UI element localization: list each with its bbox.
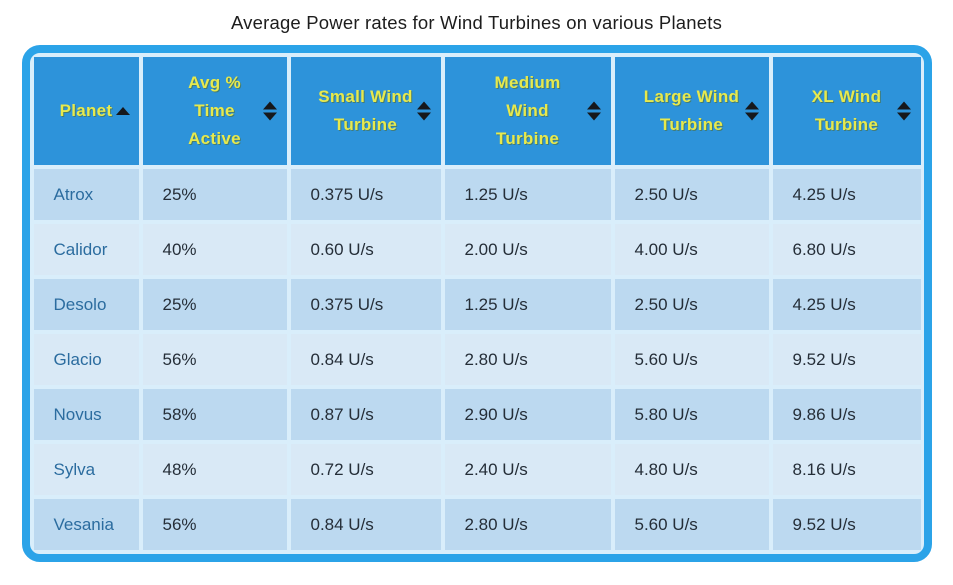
avg-time-cell: 25% <box>142 169 287 220</box>
column-header-label: Avg % Time Active <box>188 73 241 148</box>
table-row-novus: Novus 58% 0.87 U/s 2.90 U/s 5.80 U/s 9.8… <box>33 389 921 440</box>
medium-turbine-cell: 1.25 U/s <box>444 279 611 330</box>
large-turbine-cell: 4.00 U/s <box>614 224 769 275</box>
avg-time-cell: 56% <box>142 334 287 385</box>
sort-both-icon <box>896 101 911 121</box>
header-row: Planet Avg % Time Active Small Wind Turb… <box>33 57 921 165</box>
avg-time-cell: 25% <box>142 279 287 330</box>
sort-both-icon <box>744 101 759 121</box>
medium-turbine-cell: 1.25 U/s <box>444 169 611 220</box>
column-header-small-wind-turbine[interactable]: Small Wind Turbine <box>290 57 441 165</box>
column-header-medium-wind-turbine[interactable]: Medium Wind Turbine <box>444 57 611 165</box>
xl-turbine-cell: 8.16 U/s <box>772 444 921 495</box>
column-header-label: XL Wind Turbine <box>811 87 882 134</box>
column-header-label: Planet <box>59 101 113 120</box>
sort-both-icon <box>586 101 601 121</box>
medium-turbine-cell: 2.40 U/s <box>444 444 611 495</box>
table-row-calidor: Calidor 40% 0.60 U/s 2.00 U/s 4.00 U/s 6… <box>33 224 921 275</box>
column-header-label: Large Wind Turbine <box>643 87 740 134</box>
planet-cell: Glacio <box>33 334 139 385</box>
medium-turbine-cell: 2.00 U/s <box>444 224 611 275</box>
large-turbine-cell: 5.60 U/s <box>614 499 769 550</box>
small-turbine-cell: 0.84 U/s <box>290 334 441 385</box>
planet-link[interactable]: Vesania <box>53 514 115 534</box>
power-table: Planet Avg % Time Active Small Wind Turb… <box>30 53 924 554</box>
large-turbine-cell: 5.80 U/s <box>614 389 769 440</box>
sort-both-icon <box>262 101 277 121</box>
planet-cell: Atrox <box>33 169 139 220</box>
power-table-container: Planet Avg % Time Active Small Wind Turb… <box>21 45 932 562</box>
table-row-sylva: Sylva 48% 0.72 U/s 2.40 U/s 4.80 U/s 8.1… <box>33 444 921 495</box>
small-turbine-cell: 0.375 U/s <box>290 169 441 220</box>
planet-cell: Vesania <box>33 499 139 550</box>
xl-turbine-cell: 6.80 U/s <box>772 224 921 275</box>
planet-cell: Novus <box>33 389 139 440</box>
avg-time-cell: 58% <box>142 389 287 440</box>
column-header-xl-wind-turbine[interactable]: XL Wind Turbine <box>772 57 921 165</box>
small-turbine-cell: 0.60 U/s <box>290 224 441 275</box>
xl-turbine-cell: 4.25 U/s <box>772 279 921 330</box>
sort-ascending-icon <box>115 107 130 115</box>
planet-link[interactable]: Glacio <box>53 349 102 369</box>
column-header-label: Small Wind Turbine <box>318 87 413 134</box>
medium-turbine-cell: 2.90 U/s <box>444 389 611 440</box>
column-header-planet[interactable]: Planet <box>33 57 139 165</box>
small-turbine-cell: 0.72 U/s <box>290 444 441 495</box>
xl-turbine-cell: 9.86 U/s <box>772 389 921 440</box>
avg-time-cell: 40% <box>142 224 287 275</box>
sort-both-icon <box>416 101 431 121</box>
large-turbine-cell: 4.80 U/s <box>614 444 769 495</box>
table-row-glacio: Glacio 56% 0.84 U/s 2.80 U/s 5.60 U/s 9.… <box>33 334 921 385</box>
medium-turbine-cell: 2.80 U/s <box>444 499 611 550</box>
page-title: Average Power rates for Wind Turbines on… <box>230 12 723 33</box>
xl-turbine-cell: 4.25 U/s <box>772 169 921 220</box>
planet-cell: Calidor <box>33 224 139 275</box>
planet-link[interactable]: Sylva <box>53 459 96 479</box>
small-turbine-cell: 0.84 U/s <box>290 499 441 550</box>
small-turbine-cell: 0.375 U/s <box>290 279 441 330</box>
medium-turbine-cell: 2.80 U/s <box>444 334 611 385</box>
planet-cell: Desolo <box>33 279 139 330</box>
xl-turbine-cell: 9.52 U/s <box>772 334 921 385</box>
planet-link[interactable]: Novus <box>53 404 102 424</box>
avg-time-cell: 48% <box>142 444 287 495</box>
table-row-desolo: Desolo 25% 0.375 U/s 1.25 U/s 2.50 U/s 4… <box>33 279 921 330</box>
column-header-large-wind-turbine[interactable]: Large Wind Turbine <box>614 57 769 165</box>
small-turbine-cell: 0.87 U/s <box>290 389 441 440</box>
planet-link[interactable]: Desolo <box>53 294 107 314</box>
column-header-label: Medium Wind Turbine <box>494 73 561 148</box>
table-row-vesania: Vesania 56% 0.84 U/s 2.80 U/s 5.60 U/s 9… <box>33 499 921 550</box>
table-row-atrox: Atrox 25% 0.375 U/s 1.25 U/s 2.50 U/s 4.… <box>33 169 921 220</box>
avg-time-cell: 56% <box>142 499 287 550</box>
planet-link[interactable]: Atrox <box>53 184 94 204</box>
large-turbine-cell: 5.60 U/s <box>614 334 769 385</box>
column-header-avg-time-active[interactable]: Avg % Time Active <box>142 57 287 165</box>
planet-link[interactable]: Calidor <box>53 239 108 259</box>
planet-cell: Sylva <box>33 444 139 495</box>
large-turbine-cell: 2.50 U/s <box>614 169 769 220</box>
xl-turbine-cell: 9.52 U/s <box>772 499 921 550</box>
large-turbine-cell: 2.50 U/s <box>614 279 769 330</box>
